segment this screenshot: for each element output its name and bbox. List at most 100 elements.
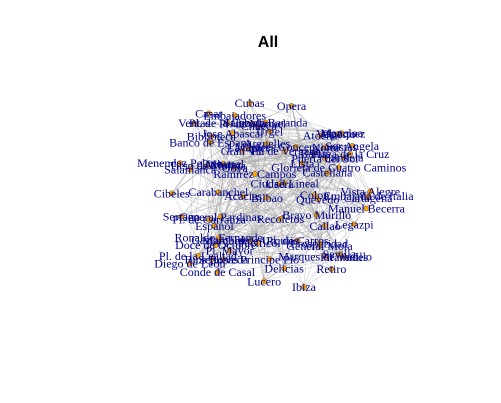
node-label: Colon (300, 188, 329, 202)
node-label: Atocha (303, 129, 338, 143)
node-label: Serrano (163, 210, 200, 224)
graph-node (335, 164, 342, 171)
graph-edge (171, 169, 191, 194)
graph-edge (179, 162, 255, 175)
node-label: Bilbao (251, 191, 283, 205)
node-label: Callao (309, 219, 340, 233)
graph-node (322, 144, 329, 151)
graph-edge (242, 153, 351, 197)
graph-node (365, 194, 371, 201)
graph-node (212, 242, 219, 248)
graph-edge (234, 115, 326, 159)
graph-node (288, 103, 295, 109)
graph-node (328, 266, 335, 272)
graph-node (347, 151, 354, 157)
graph-edge (181, 123, 253, 217)
graph-edge (218, 237, 251, 241)
graph-node (311, 150, 318, 157)
graph-edge (197, 150, 286, 256)
node-label: Lucero (247, 274, 281, 288)
graph-node (240, 193, 246, 200)
graph-node (187, 260, 193, 267)
graph-node (207, 139, 214, 146)
node-label: Pl. de Vergara (251, 144, 319, 158)
node-label: Sevilla (323, 247, 357, 261)
graph-edge (324, 158, 367, 209)
node-label: Vista Alegre (340, 185, 400, 199)
graph-edge (303, 268, 332, 288)
graph-node (363, 205, 370, 212)
node-label: Cibeles (154, 186, 190, 200)
node-label: Candela (324, 151, 364, 165)
graph-node (208, 256, 215, 263)
graph-edge (218, 146, 297, 193)
graph-node (266, 256, 273, 263)
graph-node (266, 128, 273, 135)
graph-node (195, 252, 201, 259)
graph-edge (208, 113, 235, 116)
node-label: Sor Angela (325, 139, 379, 153)
node-label: Moncloa (320, 126, 363, 140)
graph-node (211, 222, 218, 229)
graph-node (177, 160, 183, 166)
node-label: Norte (312, 140, 339, 154)
node-label: Martires Concepcionistas (235, 140, 358, 154)
graph-edge (218, 164, 224, 238)
graph-edge (215, 172, 328, 246)
graph-edge (266, 197, 285, 269)
graph-node (313, 211, 320, 218)
graph-node (324, 169, 331, 176)
node-label: Gaztambide (191, 233, 249, 247)
graph-edge (171, 193, 369, 199)
graph-edge (263, 243, 320, 282)
node-label: Velazquez (316, 126, 365, 140)
graph-edge (234, 115, 342, 134)
graph-edge (250, 173, 256, 241)
graph-node (206, 216, 213, 223)
graph-node (226, 247, 233, 254)
graph-node (208, 133, 215, 140)
graph-node (168, 190, 175, 197)
graph-edge (171, 193, 251, 241)
node-label: Menendez Pelayo (137, 156, 223, 170)
node-label: Castellana (302, 166, 353, 180)
node-label: Embajadores (203, 109, 266, 123)
graph-node (229, 130, 236, 137)
graph-node (341, 254, 347, 261)
graph-edge (266, 197, 367, 209)
node-label: Sepulveda (198, 252, 249, 266)
graph-edge (218, 191, 320, 244)
node-label: Urgel (256, 125, 284, 139)
node-label: Bravo Murillo (282, 208, 351, 222)
graph-edge (220, 197, 268, 218)
graph-node (215, 189, 222, 196)
graph-edge (189, 218, 281, 264)
graph-node (314, 196, 321, 203)
node-label: Recoletos (257, 212, 305, 226)
graph-edge (263, 208, 367, 282)
graph-node (220, 160, 227, 167)
graph-node (204, 162, 211, 169)
graph-node (191, 120, 197, 127)
node-label: Doce de Octubre (175, 238, 256, 252)
node-label: Puerta del Sol (291, 152, 359, 166)
graph-node (254, 240, 261, 246)
graph-edge (179, 162, 318, 200)
node-label: Sainz de Baranda (224, 115, 309, 129)
graph-edge (227, 122, 341, 134)
graph-node (247, 237, 254, 244)
node-label: Legazpi (335, 217, 374, 231)
graph-node (317, 132, 323, 139)
graph-edge (171, 193, 345, 258)
node-label: Delicias (264, 262, 304, 276)
graph-edge (222, 164, 251, 241)
node-label: Retiro (316, 262, 346, 276)
graph-edge (257, 242, 270, 260)
graph-edge (283, 153, 315, 269)
node-label: Quevedo (296, 192, 339, 206)
node-label: Pl. de la Cebada (189, 116, 268, 130)
graph-edge (223, 245, 320, 260)
graph-node (367, 188, 374, 195)
graph-edge (220, 208, 367, 241)
node-label: Espanol (195, 219, 234, 233)
